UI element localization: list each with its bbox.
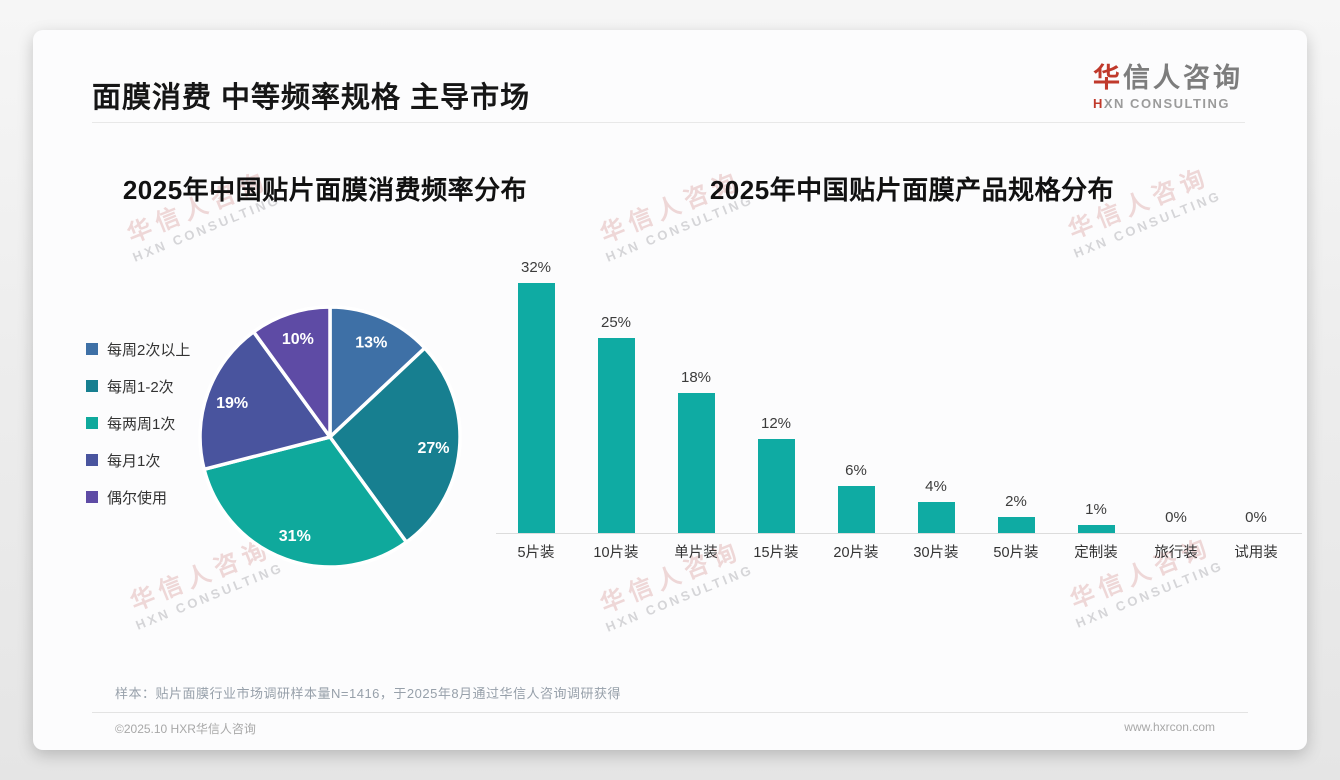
bar-value-label: 1% <box>1085 501 1107 518</box>
bar-category-label: 定制装 <box>1074 545 1118 561</box>
legend-item: 每月1次 <box>86 449 190 471</box>
pie-slice <box>251 305 332 439</box>
bar-category-label: 试用装 <box>1234 545 1278 561</box>
bar-category-label: 30片装 <box>913 545 959 561</box>
pie-value-label: 31% <box>279 528 311 545</box>
x-axis-line <box>496 533 1302 534</box>
logo-cn-accent: 华 <box>1093 63 1123 93</box>
bar-value-label: 0% <box>1245 509 1267 526</box>
bar-category-label: 50片装 <box>993 545 1039 561</box>
legend-marker <box>86 417 98 429</box>
pie-slice <box>198 330 332 472</box>
slide-card: 华信人咨询 HXN CONSULTING 华信人咨询 HXN CONSULTIN… <box>33 30 1307 750</box>
bar <box>677 393 715 533</box>
pie-slice <box>328 346 462 544</box>
bar-value-label: 4% <box>925 478 947 495</box>
pie-chart-title: 2025年中国贴片面膜消费频率分布 <box>122 175 528 205</box>
logo-en-text: HXN CONSULTING <box>1093 96 1231 111</box>
bar <box>517 283 555 533</box>
legend-label: 每两周1次 <box>107 415 176 433</box>
bar-value-label: 25% <box>600 314 632 331</box>
legend-item: 偶尔使用 <box>86 486 190 508</box>
sample-footnote: 样本：贴片面膜行业市场调研样本量N=1416，于2025年8月通过华信人咨询调研… <box>115 686 622 701</box>
page-title: 面膜消费 中等频率规格 主导市场 <box>92 82 531 114</box>
bar-plot: 32% 5片装 25% 10片装 18% 单片装 12% 15片装 6% 20片装 4% 30片装 2%… <box>496 253 1302 573</box>
legend-marker <box>86 380 98 392</box>
pie-legend: 每周2次以上 每周1-2次 每两周1次每月1次偶尔使用 <box>86 338 190 523</box>
legend-item: 每周1-2次 <box>86 375 190 397</box>
bar <box>757 439 795 533</box>
bar-category-label: 5片装 <box>517 545 555 561</box>
bar <box>837 486 875 533</box>
logo-cn-rest: 信人咨询 <box>1123 63 1243 93</box>
legend-item: 每周2次以上 <box>86 338 190 360</box>
pie-value-label: 27% <box>417 440 449 457</box>
footer-divider <box>92 712 1248 713</box>
legend-item: 每两周1次 <box>86 412 190 434</box>
legend-label: 偶尔使用 <box>107 489 168 507</box>
bar-value-label: 6% <box>845 462 867 479</box>
legend-marker <box>86 491 98 503</box>
bar <box>1077 525 1115 533</box>
legend-label: 每月1次 <box>107 452 161 470</box>
bar-category-label: 20片装 <box>833 545 879 561</box>
pie-slice <box>202 435 409 569</box>
bar-category-label: 10片装 <box>593 545 639 561</box>
legend-label: 每周1-2次 <box>107 378 174 396</box>
bar-value-label: 12% <box>760 415 792 432</box>
bar-category-label: 旅行装 <box>1154 545 1198 561</box>
bar-value-label: 0% <box>1165 509 1187 526</box>
copyright-text: ©2025.10 HXR华信人咨询 <box>115 722 256 736</box>
pie-chart: 13% 27% 31% 19% 10% <box>198 305 462 569</box>
logo-cn-text: 华信人咨询 <box>1093 56 1243 95</box>
pie-value-label: 13% <box>355 335 387 352</box>
pie-value-label: 19% <box>216 395 248 412</box>
header-divider <box>92 122 1245 123</box>
watermark-en: HXN CONSULTING <box>133 559 286 633</box>
company-logo: 华信人咨询 HXN CONSULTING <box>1093 56 1243 111</box>
pie-slice <box>328 305 427 439</box>
bar-chart-title: 2025年中国贴片面膜产品规格分布 <box>709 175 1115 205</box>
legend-label: 每周2次以上 <box>107 341 191 359</box>
bar <box>917 502 955 533</box>
bar-category-label: 单片装 <box>674 545 718 561</box>
pie-value-label: 10% <box>282 331 314 348</box>
bar-value-label: 18% <box>680 369 712 386</box>
bar <box>597 338 635 533</box>
bar-value-label: 32% <box>520 259 552 276</box>
website-link[interactable]: www.hxrcon.com <box>1124 720 1215 734</box>
legend-marker <box>86 343 98 355</box>
bar <box>997 517 1035 533</box>
legend-marker <box>86 454 98 466</box>
bar-value-label: 2% <box>1005 493 1027 510</box>
bar-category-label: 15片装 <box>753 545 799 561</box>
